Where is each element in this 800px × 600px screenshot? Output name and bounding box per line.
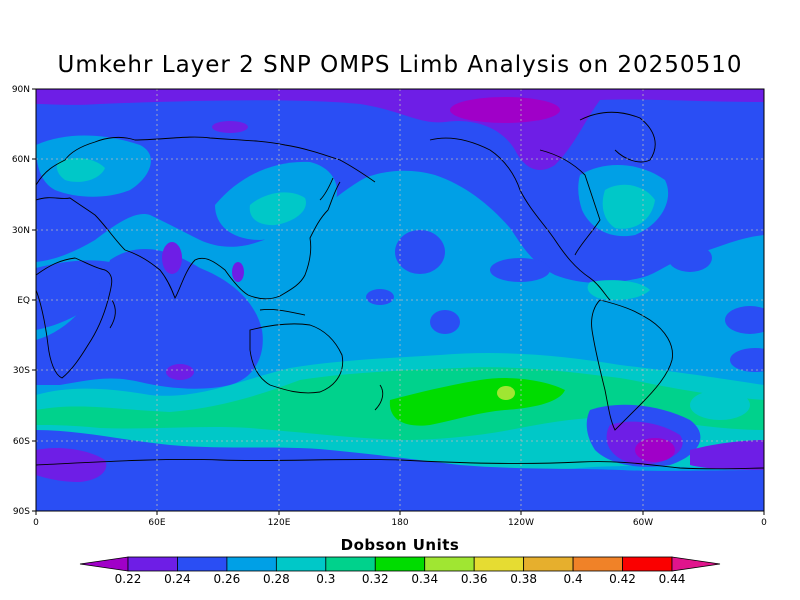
field-eq-low5 [730,348,764,372]
colorbar-label: 0.32 [362,572,389,586]
colorbar-label: 0.28 [263,572,290,586]
colorbar-label: 0.36 [461,572,488,586]
colorbar-label: 0.42 [609,572,636,586]
field-pacific-teal [249,192,306,226]
coast-south-america [591,299,673,431]
field-eq-low3 [490,258,550,282]
field-eq-low1 [366,289,394,305]
colorbar-label: 0.26 [214,572,241,586]
lat-label-30n: 30N [12,226,30,236]
coastlines [36,111,764,470]
lon-label-180: 180 [391,518,408,528]
colorbar-swatch [177,556,228,572]
field-drake-min [635,438,675,462]
field-npac-low [395,230,445,274]
coast-africa [36,257,113,379]
coast-greenland [579,111,656,163]
lat-label-60s: 60S [13,437,30,447]
lat-label-eq: EQ [17,296,30,306]
colorbar-swatch [473,556,525,572]
colorbar-swatch [275,556,327,572]
colorbar-swatch [523,556,574,572]
colorbar: 0.22 0.24 0.26 0.28 0.3 0.32 0.34 0.36 0.38 0.4 0.… [79,556,721,586]
coast-japan [319,177,334,201]
coast-indonesia [259,309,306,316]
lon-label-0-end: 0 [761,518,767,528]
field-arctic-violet [36,89,764,170]
coast-eurasia-north [36,136,376,186]
colorbar-arrow-low [79,556,129,572]
coast-east-asia [247,181,341,300]
colorbar-label: 0.44 [659,572,686,586]
coast-north-america-west [429,137,611,301]
colorbar-label: 0.4 [564,572,583,586]
field-eq-low4 [725,306,764,334]
field-io-low [166,364,194,380]
colorbar-swatch [622,556,673,572]
field-siberia-low [212,121,248,133]
colorbar-label: 0.24 [164,572,191,586]
field-caribbean-teal [587,280,650,300]
coast-australia [249,323,344,394]
field-atlantic-teal [602,184,655,229]
lon-label-0: 0 [33,518,39,528]
coast-new-zealand [374,384,384,411]
grid [36,89,764,511]
lon-label-60e: 60E [148,518,165,528]
coast-madagascar [109,299,116,329]
field-north-band3 [36,248,263,389]
coast-north-america-east [539,149,601,256]
colorbar-label: 0.38 [510,572,537,586]
field-north-low [36,89,764,283]
field-eurasia-teal [56,158,105,182]
page-title: Umkehr Layer 2 SNP OMPS Limb Analysis on… [57,52,743,78]
field-india-low [162,242,182,274]
lat-label-30s: 30S [13,366,30,376]
field-eq-low2 [430,310,460,334]
colorbar-swatch [572,556,623,572]
colorbar-swatch [325,556,376,572]
coast-south-asia [124,249,249,300]
tick-marks [32,88,765,515]
lat-label-60n: 60N [12,155,30,165]
field-sea-low [232,262,244,282]
lon-label-120w: 120W [508,518,534,528]
lat-label-90s: 90S [13,507,30,517]
colorbar-arrow-high [671,556,721,572]
colorbar-label: 0.22 [115,572,142,586]
colorbar-title: Dobson Units [340,536,460,554]
colorbar-swatch [226,556,277,572]
colorbar-label: 0.34 [411,572,438,586]
field-north-band2 [36,260,119,330]
lon-label-120e: 120E [268,518,291,528]
colorbar-swatch [374,556,426,572]
lat-label-90n: 90N [12,85,30,95]
colorbar-swatch [424,556,475,572]
colorbar-swatch [127,556,178,572]
field-satl-teal [690,390,750,420]
coast-europe [36,197,126,251]
field-arctic-min [450,97,560,123]
field-atl-low [668,244,712,272]
field-south-max [497,386,515,400]
coast-antarctica [36,458,764,470]
lon-label-60w: 60W [633,518,653,528]
colorbar-label: 0.3 [316,572,335,586]
